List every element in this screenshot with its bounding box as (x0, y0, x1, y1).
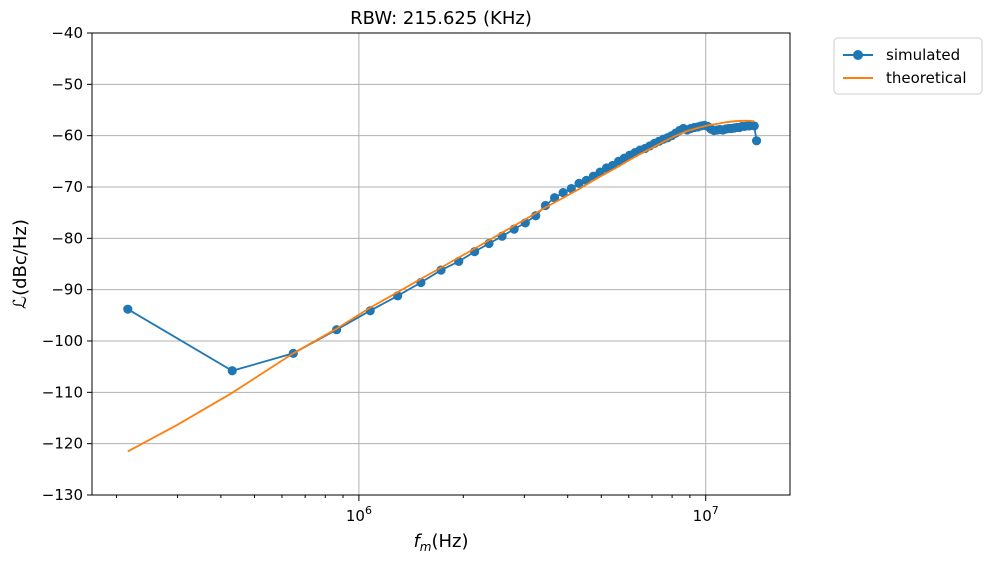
y-tick-label: −130 (42, 486, 83, 504)
legend-simulated-marker (853, 50, 863, 60)
y-tick-label: −40 (51, 24, 83, 42)
series-simulated-point (540, 200, 551, 211)
x-tick-label: 107 (693, 504, 719, 525)
chart-title: RBW: 215.625 (KHz) (350, 8, 532, 29)
y-tick-label: −50 (51, 75, 83, 93)
legend: simulated theoretical (833, 37, 983, 95)
axis-ticks: −130 −120 −110 −100 −90 −80 −70 −60 −50 −40 106 107 (42, 24, 719, 525)
legend-box (833, 37, 983, 95)
series-simulated-point (751, 136, 762, 146)
y-axis-label: ℒ(dBc/Hz) (10, 219, 31, 309)
series-simulated-point (549, 193, 560, 203)
y-tick-label: −80 (51, 229, 83, 247)
plot-frame (91, 32, 791, 496)
y-tick-label: −100 (42, 332, 83, 350)
x-axis-label: fm(Hz) (413, 531, 468, 554)
y-tick-label: −60 (51, 127, 83, 145)
series-simulated-point (566, 183, 576, 194)
y-tick-label: −120 (42, 435, 83, 453)
series-simulated-point (574, 178, 584, 189)
series-layer (123, 119, 762, 453)
y-tick-label: −110 (42, 383, 83, 401)
legend-simulated-label: simulated (886, 46, 960, 64)
series-simulated-point (123, 304, 133, 314)
series-simulated-point (531, 211, 541, 221)
series-simulated-point (749, 121, 759, 131)
legend-theoretical-label: theoretical (886, 69, 967, 87)
series-theoretical-line (127, 119, 755, 453)
y-tick-label: −90 (51, 281, 83, 299)
series-simulated-point (227, 366, 237, 376)
y-tick-label: −70 (51, 178, 83, 196)
series-simulated-point (558, 188, 568, 198)
x-tick-label: 106 (346, 504, 372, 525)
